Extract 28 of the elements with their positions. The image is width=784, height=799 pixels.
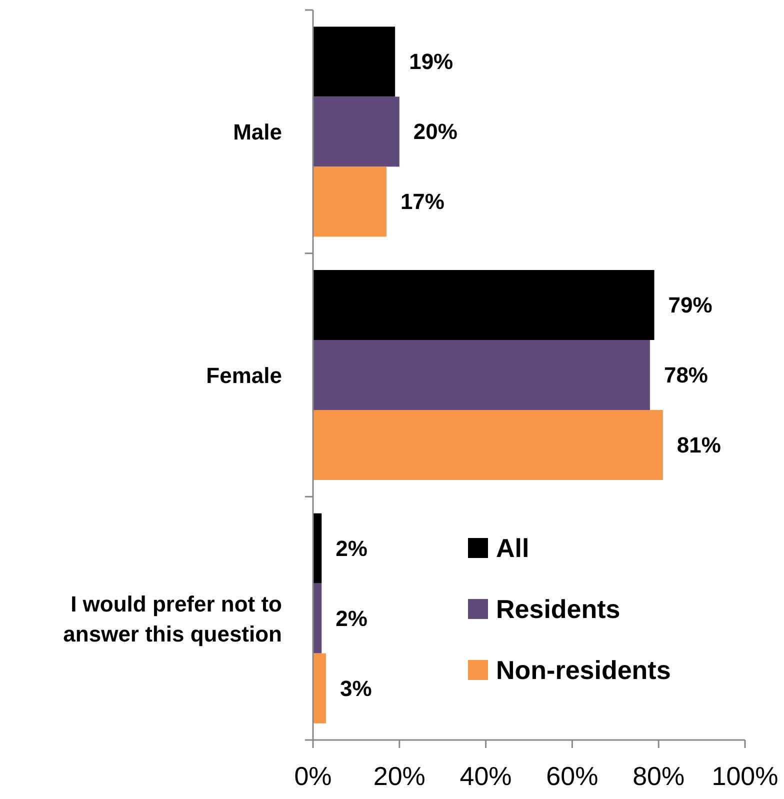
data-label: 79%: [668, 292, 712, 318]
bar: [313, 410, 663, 480]
y-tick-label: I would prefer not to answer this question: [63, 590, 282, 646]
legend-label: All: [496, 533, 530, 563]
y-tick-label: Female: [206, 362, 282, 388]
x-tick-label: 0%: [294, 761, 332, 791]
y-tick-label: Male: [233, 119, 282, 144]
x-tick-label: 60%: [546, 761, 598, 791]
data-label: 17%: [400, 189, 444, 214]
data-label: 2%: [336, 536, 368, 561]
data-label: 3%: [340, 676, 372, 701]
bar: [313, 166, 386, 237]
data-label: 2%: [336, 606, 368, 631]
data-label: 19%: [409, 49, 454, 74]
legend-label: Non-residents: [496, 655, 671, 685]
data-label: 81%: [676, 432, 721, 458]
bar: [313, 96, 400, 167]
x-tick-label: 80%: [632, 761, 685, 791]
bar: [313, 26, 396, 97]
data-label: 20%: [413, 119, 458, 144]
bar: [313, 653, 326, 724]
legend-label: Residents: [496, 594, 620, 624]
data-label: 78%: [664, 362, 708, 388]
x-tick-label: 100%: [712, 761, 778, 791]
x-tick-label: 20%: [373, 761, 426, 791]
x-tick-label: 40%: [460, 761, 512, 791]
bar: [313, 340, 650, 410]
bar: [313, 270, 654, 340]
